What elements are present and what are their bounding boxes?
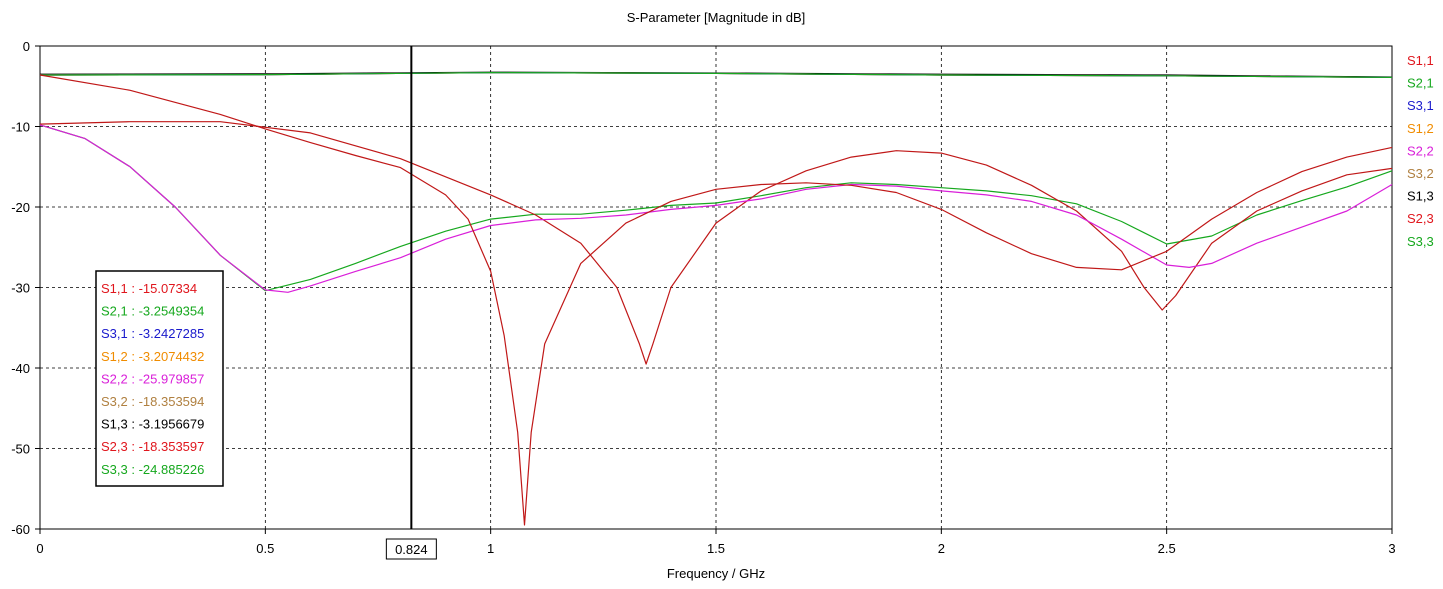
x-tick-label: 0 — [36, 541, 43, 556]
readout-row: S2,1 : -3.2549354 — [101, 304, 204, 319]
x-tick-label: 2 — [938, 541, 945, 556]
x-axis-label: Frequency / GHz — [667, 566, 765, 581]
readout-row: S2,3 : -18.353597 — [101, 439, 204, 454]
readout-row: S1,1 : -15.07334 — [101, 281, 197, 296]
x-tick-label: 0.5 — [256, 541, 274, 556]
series-line-S1-1 — [39, 74, 1393, 526]
legend-item: S2,1 — [1407, 76, 1434, 91]
legend-item: S2,2 — [1407, 143, 1434, 158]
readout-row: S1,3 : -3.1956679 — [101, 417, 204, 432]
y-tick-label: -10 — [11, 120, 30, 135]
readout-frame — [95, 270, 224, 487]
readout-row: S3,2 : -18.353594 — [101, 394, 204, 409]
series-line-S3-3 — [39, 124, 1393, 292]
y-tick-label: -40 — [11, 361, 30, 376]
y-tick-label: -50 — [11, 442, 30, 457]
axes: 0 0.5 1 1.5 2 2.5 3 0 -10 -20 -30 -40 -50 -60 — [11, 39, 1395, 556]
legend-item: S1,2 — [1407, 121, 1434, 136]
series-line-S2-2 — [39, 124, 1393, 293]
readout-row: S1,2 : -3.2074432 — [101, 349, 204, 364]
series-lines — [39, 71, 1393, 526]
series-line-S2-3 — [39, 121, 1393, 365]
grid — [40, 46, 1392, 529]
marker-value-label: 0.824 — [395, 542, 428, 557]
chart-title: S-Parameter [Magnitude in dB] — [627, 10, 805, 25]
y-tick-label: -30 — [11, 281, 30, 296]
readout-row: S2,2 : -25.979857 — [101, 371, 204, 386]
legend-item: S1,3 — [1407, 189, 1434, 204]
readout-row: S3,3 : -24.885226 — [101, 462, 204, 477]
legend-item: S1,1 — [1407, 53, 1434, 68]
legend-item: S3,1 — [1407, 98, 1434, 113]
readout-box: S1,1 : -15.07334 S2,1 : -3.2549354 S3,1 : … — [95, 270, 224, 487]
y-tick-label: -60 — [11, 522, 30, 537]
legend-item: S3,3 — [1407, 234, 1434, 249]
marker-value-box — [385, 538, 437, 560]
x-tick-label: 3 — [1388, 541, 1395, 556]
y-tick-label: 0 — [23, 39, 30, 54]
marker[interactable]: 0.824 — [385, 46, 437, 560]
x-tick-label: 1.5 — [707, 541, 725, 556]
x-tick-label: 2.5 — [1158, 541, 1176, 556]
y-tick-label: -20 — [11, 200, 30, 215]
legend: S1,1 S2,1 S3,1 S1,2 S2,2 S3,2 S1,3 S2,3 S3,3 — [1407, 53, 1434, 249]
x-tick-label: 1 — [487, 541, 494, 556]
legend-item: S2,3 — [1407, 211, 1434, 226]
legend-item: S3,2 — [1407, 166, 1434, 181]
readout-row: S3,1 : -3.2427285 — [101, 326, 204, 341]
series-line-S2-1 — [39, 71, 1393, 78]
